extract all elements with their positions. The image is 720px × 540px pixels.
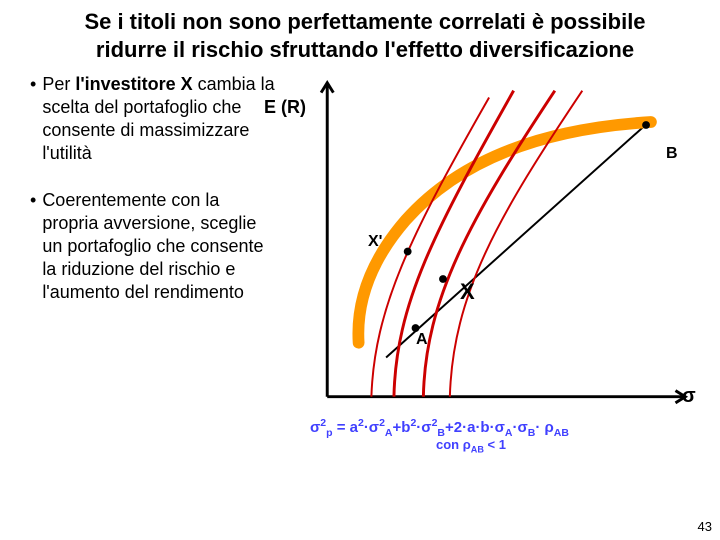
point-label-a: A (416, 331, 428, 349)
slide-title: Se i titoli non sono perfettamente corre… (50, 8, 680, 63)
bullet-dot-icon: • (30, 73, 36, 165)
variance-formula: σ2p = a2·σ2A+b2·σ2B+2·a·b·σA·σB· ρAB (310, 417, 569, 439)
bullet2-text: Coerentemente con la propria avversione,… (42, 189, 280, 304)
bullet1-prefix: Per (42, 74, 75, 94)
bullet1-bold: l'investitore X (75, 74, 192, 94)
point-label-x: X (460, 279, 475, 305)
x-axis-label-sigma: σ (682, 385, 696, 408)
point-label-b: B (666, 145, 678, 163)
slide-number: 43 (698, 519, 712, 534)
point-label-xprime: X' (368, 233, 382, 251)
bullet-2: • Coerentemente con la propria avversion… (30, 189, 280, 304)
bullet-dot-icon: • (30, 189, 36, 304)
bullet-1: • Per l'investitore X cambia la scelta d… (30, 73, 280, 165)
bullet-list: • Per l'investitore X cambia la scelta d… (30, 73, 280, 495)
chart-area: E (R) B X' X A σ σ2p = a2·σ2A+b2·σ2B+2·a… (288, 73, 700, 495)
formula-condition: con ρAB < 1 (436, 437, 506, 455)
y-axis-label: E (R) (264, 97, 306, 118)
